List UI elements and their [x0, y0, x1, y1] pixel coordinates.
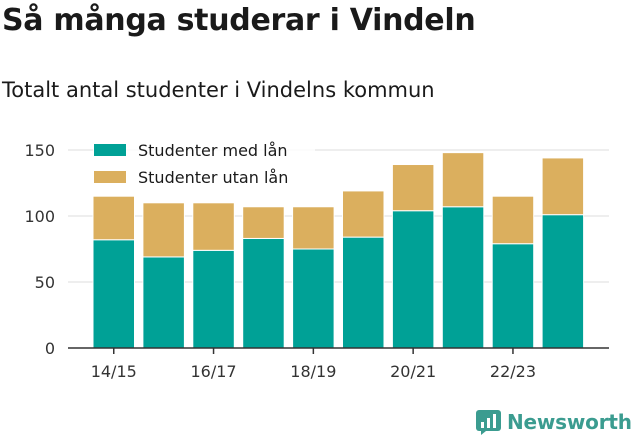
- x-tick-label: 16/17: [190, 362, 236, 381]
- legend-label: Studenter med lån: [138, 141, 288, 160]
- bars: [92, 152, 585, 349]
- y-tick-label: 0: [45, 339, 55, 358]
- bar-utan-lan-18-19: [292, 206, 335, 250]
- y-tick-label: 50: [35, 273, 55, 292]
- x-tick-label: 20/21: [390, 362, 436, 381]
- y-tick-label: 150: [24, 141, 55, 160]
- legend-background: [93, 137, 315, 195]
- bar-utan-lan-17-18: [242, 206, 285, 239]
- bar-med-lan-17-18: [242, 237, 285, 349]
- bar-med-lan-18-19: [292, 248, 335, 349]
- bar-med-lan-23-24: [541, 214, 585, 349]
- x-tick-label: 18/19: [290, 362, 336, 381]
- bar-med-lan-16-17: [192, 249, 235, 349]
- bar-utan-lan-15-16: [142, 202, 185, 258]
- y-tick-label: 100: [24, 207, 55, 226]
- bar-med-lan-22-23: [491, 243, 535, 349]
- legend: Studenter med lån Studenter utan lån: [93, 137, 315, 195]
- bar-med-lan-20-21: [391, 210, 435, 349]
- bar-utan-lan-21-22: [441, 152, 485, 208]
- bar-med-lan-15-16: [142, 256, 185, 349]
- bar-med-lan-19-20: [342, 236, 385, 349]
- bar-utan-lan-16-17: [192, 202, 235, 251]
- legend-swatch: [94, 171, 126, 183]
- newsworthy-logo-icon: [476, 409, 501, 435]
- x-tick-label: 22/23: [490, 362, 536, 381]
- x-tick-label: 14/15: [91, 362, 137, 381]
- chart-subtitle: Totalt antal studenter i Vindelns kommun: [2, 78, 435, 102]
- chart-title: Så många studerar i Vindeln: [2, 3, 476, 38]
- bar-med-lan-21-22: [441, 206, 485, 349]
- legend-swatch: [94, 144, 126, 156]
- legend-label: Studenter utan lån: [138, 168, 288, 187]
- brand-logo: Newsworthy: [476, 407, 631, 437]
- bar-med-lan-14-15: [92, 239, 135, 349]
- axes: 0 50 100 150 14/15 16/17 18/19 20/21 22/23: [24, 141, 609, 381]
- bar-utan-lan-23-24: [541, 157, 585, 216]
- bar-utan-lan-22-23: [491, 195, 535, 245]
- bar-utan-lan-20-21: [391, 164, 435, 212]
- bar-utan-lan-19-20: [342, 190, 385, 238]
- bar-utan-lan-14-15: [92, 195, 135, 241]
- brand-name: Newsworthy: [507, 410, 631, 434]
- stacked-bar-chart: 0 50 100 150 14/15 16/17 18/19 20/21 22/23 Stude…: [24, 137, 609, 381]
